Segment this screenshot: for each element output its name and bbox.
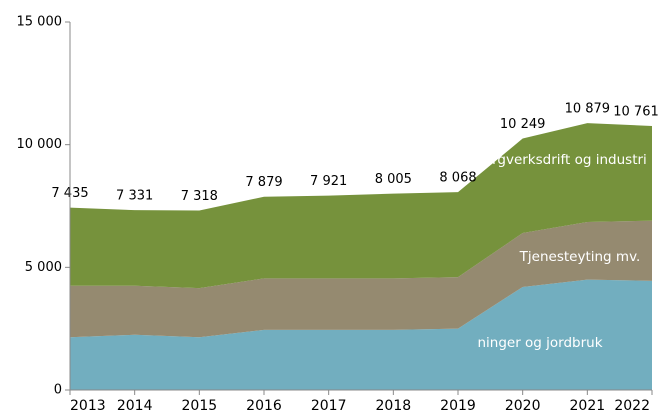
series-label: ninger og jordbruk <box>477 335 602 351</box>
y-tick-label: 10 000 <box>17 137 63 152</box>
x-tick-label: 2018 <box>376 398 412 412</box>
x-tick-label: 2020 <box>505 398 541 412</box>
y-tick-label: 5 000 <box>25 260 62 275</box>
total-label: 10 761 <box>613 104 659 119</box>
y-tick-label: 15 000 <box>17 15 63 30</box>
x-tick-label: 2021 <box>570 398 606 412</box>
series-label: Tjenesteyting mv. <box>519 249 641 265</box>
y-tick-label: 0 <box>54 383 62 398</box>
series-label: Bergverksdrift og industri mv. <box>475 152 672 168</box>
x-tick-label: 2019 <box>440 398 476 412</box>
x-tick-label: 2022 <box>614 398 650 412</box>
x-tick-label: 2016 <box>246 398 282 412</box>
total-label: 10 249 <box>500 117 546 132</box>
x-tick-label: 2015 <box>182 398 218 412</box>
x-tick-label: 2014 <box>117 398 153 412</box>
area <box>70 220 652 338</box>
x-tick-label: 2017 <box>311 398 347 412</box>
x-tick-label: 2013 <box>70 398 106 412</box>
total-label: 7 318 <box>181 189 218 204</box>
total-label: 10 879 <box>565 102 611 117</box>
total-label: 8 005 <box>375 172 412 187</box>
total-label: 7 331 <box>116 189 153 204</box>
area <box>70 123 652 289</box>
total-label: 7 921 <box>310 174 347 189</box>
total-label: 7 879 <box>245 175 282 190</box>
total-label: 8 068 <box>439 171 476 186</box>
area <box>70 279 652 390</box>
